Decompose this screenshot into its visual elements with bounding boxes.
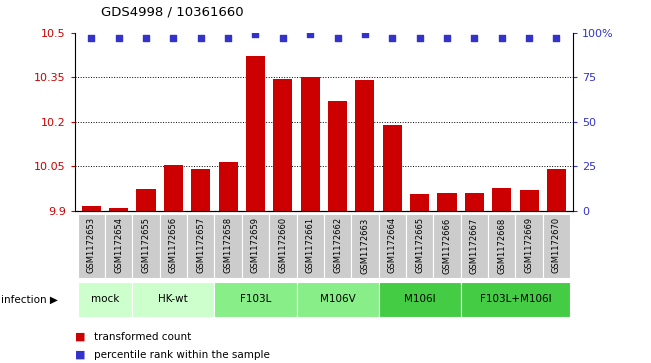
Bar [324,214,352,278]
Point [277,35,288,41]
Text: GSM1172655: GSM1172655 [141,217,150,273]
Bar [137,189,156,211]
Bar [82,206,101,211]
Point [195,35,206,41]
Bar [437,193,456,211]
Bar [516,214,543,278]
Text: GSM1172662: GSM1172662 [333,217,342,273]
Bar [109,208,128,211]
Text: GDS4998 / 10361660: GDS4998 / 10361660 [101,5,243,18]
Text: GSM1172660: GSM1172660 [279,217,287,273]
Text: GSM1172664: GSM1172664 [388,217,396,273]
Point [305,32,315,37]
Bar [492,188,511,211]
Text: F103L: F103L [240,294,271,305]
Text: GSM1172670: GSM1172670 [552,217,561,273]
Bar [461,282,570,317]
Text: F103L+M106I: F103L+M106I [480,294,551,305]
Bar [383,125,402,211]
Bar [269,214,296,278]
Text: GSM1172654: GSM1172654 [114,217,123,273]
Bar [406,214,434,278]
Bar [132,282,214,317]
Point [469,35,480,41]
Bar [355,80,374,211]
Text: GSM1172663: GSM1172663 [361,217,369,274]
Bar [159,214,187,278]
Text: M106I: M106I [404,294,436,305]
Text: GSM1172665: GSM1172665 [415,217,424,273]
Point [223,35,233,41]
Bar [191,169,210,211]
Text: GSM1172669: GSM1172669 [525,217,534,273]
Text: infection ▶: infection ▶ [1,294,58,305]
Bar [214,282,296,317]
Text: GSM1172659: GSM1172659 [251,217,260,273]
Point [141,35,151,41]
Point [442,35,452,41]
Point [113,35,124,41]
Point [86,35,96,41]
Bar [77,282,132,317]
Text: GSM1172653: GSM1172653 [87,217,96,273]
Bar [379,214,406,278]
Bar [105,214,132,278]
Bar [379,282,461,317]
Point [360,32,370,37]
Bar [410,194,429,211]
Bar [301,77,320,211]
Point [415,35,425,41]
Bar [214,214,242,278]
Bar [465,193,484,211]
Bar [296,214,324,278]
Bar [434,214,461,278]
Bar [519,190,538,211]
Point [168,35,178,41]
Text: GSM1172668: GSM1172668 [497,217,506,274]
Text: mock: mock [90,294,119,305]
Bar [77,214,105,278]
Text: GSM1172656: GSM1172656 [169,217,178,273]
Bar [187,214,214,278]
Bar [273,79,292,211]
Point [250,32,260,37]
Text: transformed count: transformed count [94,332,191,342]
Bar [242,214,269,278]
Text: ■: ■ [75,350,85,360]
Text: GSM1172661: GSM1172661 [306,217,314,273]
Text: M106V: M106V [320,294,355,305]
Point [551,35,562,41]
Text: GSM1172658: GSM1172658 [223,217,232,273]
Bar [219,162,238,211]
Point [497,35,507,41]
Text: HK-wt: HK-wt [158,294,188,305]
Text: percentile rank within the sample: percentile rank within the sample [94,350,270,360]
Text: GSM1172657: GSM1172657 [196,217,205,273]
Point [524,35,534,41]
Bar [164,166,183,211]
Bar [246,56,265,211]
Bar [488,214,516,278]
Bar [543,214,570,278]
Point [333,35,343,41]
Text: ■: ■ [75,332,85,342]
Text: GSM1172666: GSM1172666 [443,217,452,274]
Bar [296,282,379,317]
Point [387,35,398,41]
Bar [461,214,488,278]
Bar [352,214,379,278]
Bar [547,169,566,211]
Text: GSM1172667: GSM1172667 [470,217,479,274]
Bar [132,214,159,278]
Bar [328,101,347,211]
